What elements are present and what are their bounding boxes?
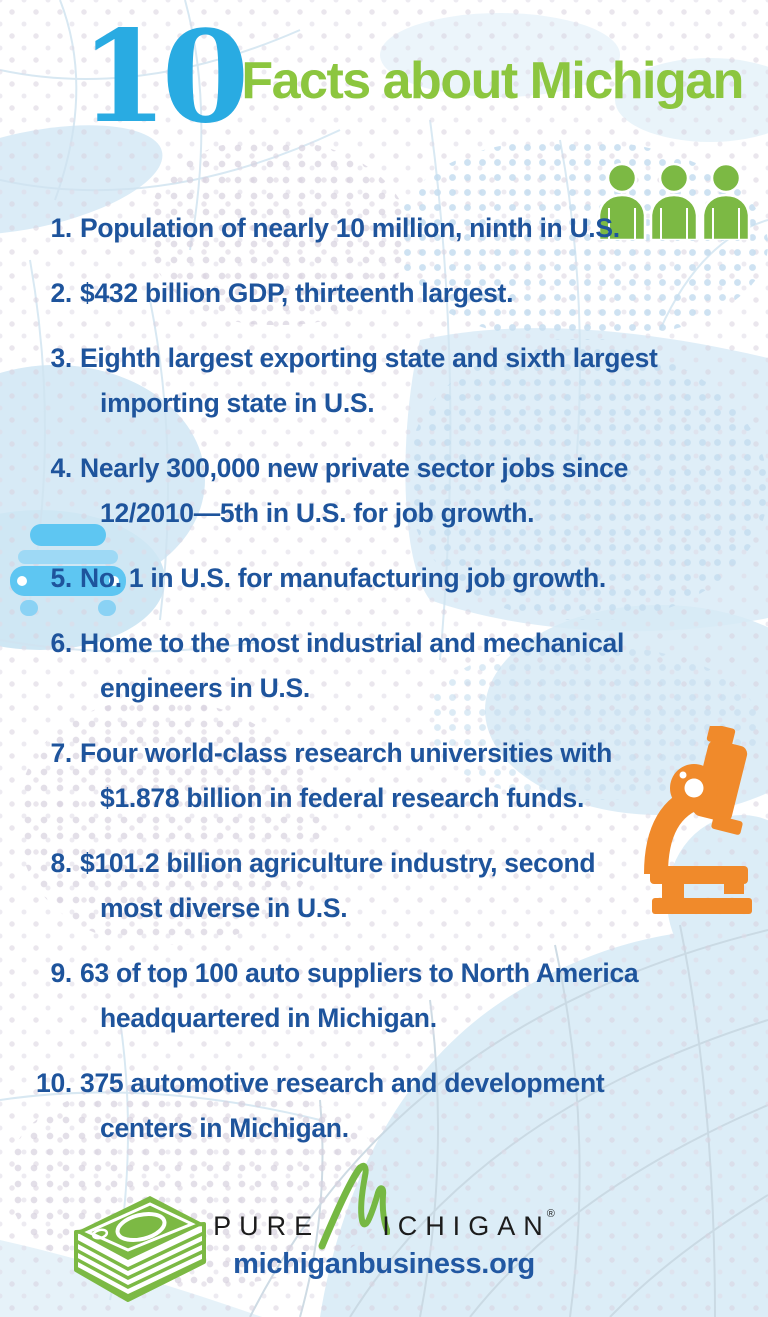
fact-number: 6. xyxy=(50,628,72,658)
logo-pure-text: PURE xyxy=(213,1211,321,1241)
fact-text: headquartered in Michigan. xyxy=(100,1003,437,1033)
fact-text: 375 automotive research and development xyxy=(80,1068,605,1098)
pure-michigan-logo: PURE ICHIGAN ® xyxy=(0,1162,768,1254)
fact-number: 9. xyxy=(50,958,72,988)
website-url[interactable]: michiganbusiness.org xyxy=(233,1248,535,1280)
fact-text: Four world-class research universities w… xyxy=(80,738,613,768)
fact-item-1: 1. Population of nearly 10 million, nint… xyxy=(0,206,768,251)
fact-text: 12/2010—5th in U.S. for job growth. xyxy=(100,498,535,528)
fact-text: $101.2 billion agriculture industry, sec… xyxy=(80,848,596,878)
fact-text: $432 billion GDP, thirteenth largest. xyxy=(80,278,514,308)
fact-number: 3. xyxy=(50,343,72,373)
title-text: Facts about Michigan xyxy=(241,51,744,110)
fact-text: engineers in U.S. xyxy=(100,673,310,703)
fact-text: 63 of top 100 auto suppliers to North Am… xyxy=(80,958,639,988)
fact-item-3: 3. Eighth largest exporting state and si… xyxy=(0,336,768,426)
fact-text: Population of nearly 10 million, ninth i… xyxy=(80,213,620,243)
fact-text: importing state in U.S. xyxy=(100,388,375,418)
registered-mark: ® xyxy=(546,1208,555,1220)
script-m-icon xyxy=(318,1162,391,1250)
fact-item-5: 5. No. 1 in U.S. for manufacturing job g… xyxy=(0,556,768,601)
fact-item-2: 2. $432 billion GDP, thirteenth largest. xyxy=(0,271,768,316)
fact-number: 7. xyxy=(50,738,72,768)
fact-item-10: 10. 375 automotive research and developm… xyxy=(0,1061,768,1151)
page-title: 10 Facts about Michigan xyxy=(80,3,744,151)
fact-text: centers in Michigan. xyxy=(100,1113,349,1143)
facts-list: 1. Population of nearly 10 million, nint… xyxy=(0,206,768,1171)
fact-text: most diverse in U.S. xyxy=(100,893,348,923)
fact-text: $1.878 billion in federal research funds… xyxy=(100,783,585,813)
title-number: 10 xyxy=(80,3,249,151)
fact-number: 5. xyxy=(50,563,72,593)
fact-text: Nearly 300,000 new private sector jobs s… xyxy=(80,453,629,483)
fact-text: No. 1 in U.S. for manufacturing job grow… xyxy=(80,563,606,593)
fact-item-6: 6. Home to the most industrial and mecha… xyxy=(0,621,768,711)
fact-item-9: 9. 63 of top 100 auto suppliers to North… xyxy=(0,951,768,1041)
fact-number: 4. xyxy=(50,453,72,483)
fact-text: Eighth largest exporting state and sixth… xyxy=(80,343,658,373)
fact-number: 2. xyxy=(50,278,72,308)
logo-ichigan-text: ICHIGAN xyxy=(382,1211,551,1241)
fact-number: 1. xyxy=(50,213,72,243)
fact-item-7: 7. Four world-class research universitie… xyxy=(0,731,768,821)
fact-text: Home to the most industrial and mechanic… xyxy=(80,628,625,658)
fact-item-8: 8. $101.2 billion agriculture industry, … xyxy=(0,841,768,931)
fact-item-4: 4. Nearly 300,000 new private sector job… xyxy=(0,446,768,536)
fact-number: 8. xyxy=(50,848,72,878)
fact-number: 10. xyxy=(36,1068,72,1098)
